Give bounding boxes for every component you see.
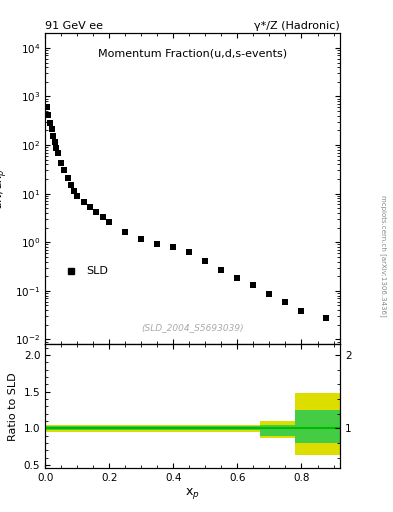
Legend: SLD: SLD xyxy=(60,266,108,276)
Text: mcplots.cern.ch [arXiv:1306.3436]: mcplots.cern.ch [arXiv:1306.3436] xyxy=(380,195,387,317)
Y-axis label: dN/dx$_p$: dN/dx$_p$ xyxy=(0,168,9,209)
Text: Momentum Fraction(u,d,s-events): Momentum Fraction(u,d,s-events) xyxy=(98,49,287,59)
Text: (SLD_2004_S5693039): (SLD_2004_S5693039) xyxy=(141,323,244,332)
Text: γ*/Z (Hadronic): γ*/Z (Hadronic) xyxy=(254,20,340,31)
Y-axis label: Ratio to SLD: Ratio to SLD xyxy=(8,372,18,441)
Text: 91 GeV ee: 91 GeV ee xyxy=(45,20,103,31)
X-axis label: x$_p$: x$_p$ xyxy=(185,486,200,501)
